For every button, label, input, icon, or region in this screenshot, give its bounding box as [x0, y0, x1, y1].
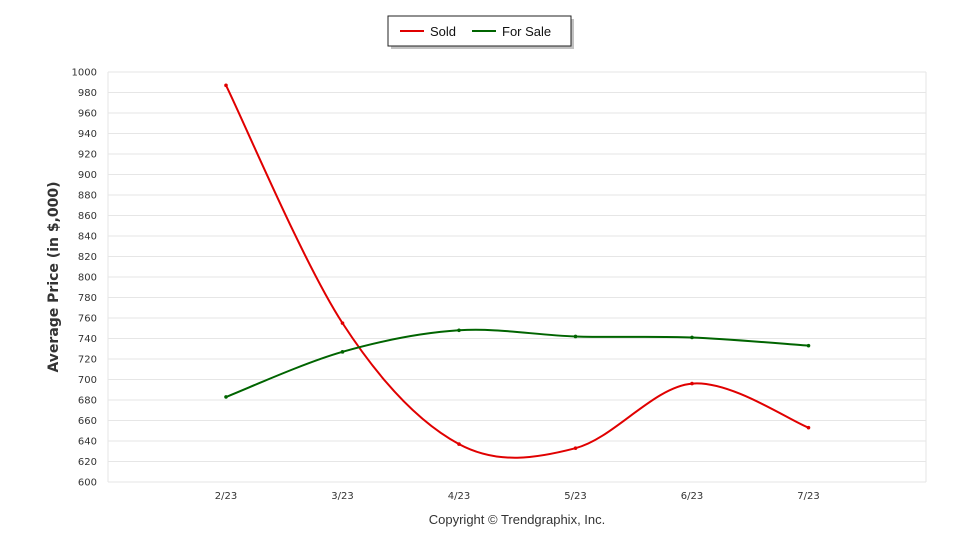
y-tick-label: 640	[78, 437, 97, 448]
y-tick-label: 660	[78, 416, 97, 427]
y-tick-labels: 600 620 640 660 680 700 720 740 760 780 800 820 840 8…	[72, 68, 97, 489]
y-tick-label: 960	[78, 109, 97, 120]
data-point-sold	[573, 446, 578, 450]
data-point-for-sale	[690, 335, 694, 340]
y-tick-label: 740	[78, 334, 97, 345]
y-tick-label: 840	[78, 232, 97, 243]
data-point-for-sale	[573, 334, 578, 339]
x-tick-label: 5/23	[564, 491, 586, 502]
y-tick-label: 760	[78, 314, 97, 325]
data-point-for-sale	[340, 350, 345, 354]
y-axis-label: Average Price (in $,000)	[46, 181, 62, 372]
y-tick-label: 940	[78, 129, 97, 140]
y-tick-label: 900	[78, 170, 97, 181]
data-point-sold	[340, 321, 345, 325]
x-tick-labels: 2/23 3/23 4/23 5/23 6/23 7/23	[215, 491, 820, 502]
x-tick-label: 6/23	[681, 491, 703, 502]
data-point-sold	[806, 425, 811, 430]
series-line-for-sale	[225, 328, 809, 398]
data-point-for-sale	[224, 395, 228, 399]
x-tick-label: 3/23	[331, 491, 353, 502]
y-tick-label: 880	[78, 191, 97, 202]
x-tick-label: 2/23	[215, 491, 237, 502]
y-tick-label: 820	[78, 252, 97, 263]
data-point-sold	[457, 442, 461, 446]
y-tick-label: 680	[78, 396, 97, 407]
y-tick-label: 920	[78, 150, 97, 161]
series-line-sold	[225, 84, 809, 459]
grid-lines	[107, 71, 927, 483]
data-point-sold	[224, 83, 228, 88]
y-tick-label: 780	[78, 293, 97, 304]
y-tick-label: 700	[78, 375, 97, 386]
data-point-sold	[690, 381, 694, 386]
copyright-footer: Copyright © Trendgraphix, Inc.	[429, 512, 606, 527]
data-point-for-sale	[457, 328, 461, 333]
y-tick-label: 600	[78, 478, 97, 489]
x-tick-label: 7/23	[797, 491, 819, 502]
data-point-for-sale	[806, 343, 811, 348]
y-tick-label: 980	[78, 88, 97, 99]
y-tick-label: 1000	[72, 68, 97, 79]
legend-label-for-sale: For Sale	[502, 24, 551, 39]
y-tick-label: 800	[78, 273, 97, 284]
series-lines	[224, 83, 811, 459]
legend: Sold For Sale	[387, 15, 574, 49]
x-tick-label: 4/23	[448, 491, 470, 502]
y-tick-label: 720	[78, 355, 97, 366]
y-tick-label: 860	[78, 211, 97, 222]
y-tick-label: 620	[78, 457, 97, 468]
legend-label-sold: Sold	[430, 24, 456, 39]
